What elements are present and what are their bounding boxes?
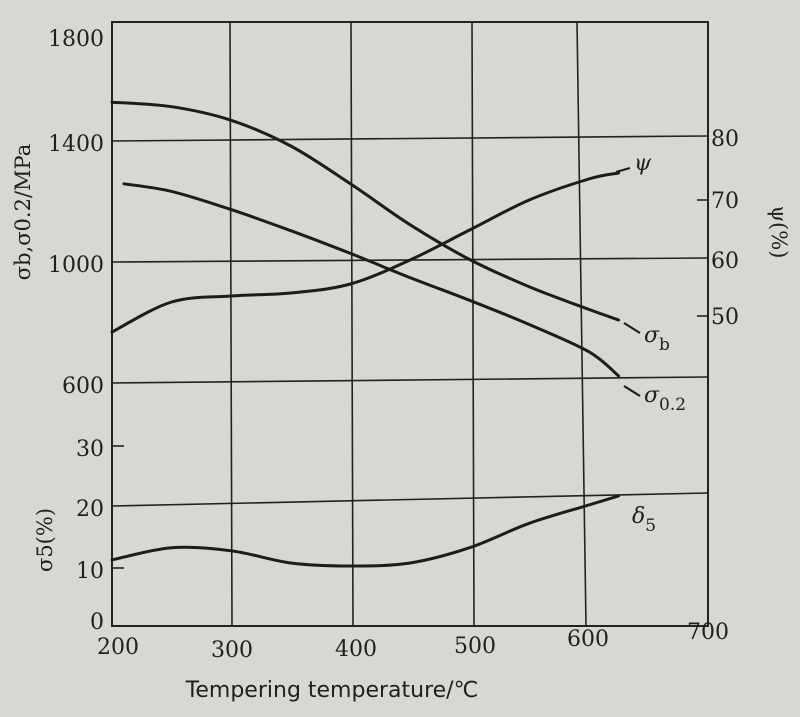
leader-sigma-0.2 [623, 385, 641, 397]
tick-label-psi-60: 60 [711, 249, 739, 274]
series-lines [110, 100, 621, 568]
tick-label-x-500: 500 [454, 634, 496, 659]
tick-label-x-300: 300 [211, 638, 253, 663]
tick-label-1800: 1800 [48, 27, 104, 52]
strength-axis-title: σb,σ0.2/MPa [11, 144, 35, 280]
curve-label-psi: ψ [634, 151, 652, 176]
tick-label-x-400: 400 [335, 637, 377, 662]
tick-label-x-200: 200 [97, 635, 139, 660]
gridline-h-20 [111, 492, 709, 507]
gridline-h-1400 [111, 135, 709, 142]
delta-axis-title: σ5(%) [33, 508, 57, 572]
curve-label-delta-5: δ5 [632, 504, 656, 536]
curve-label-sigma-0.2-sub: 0.2 [659, 395, 686, 415]
curve-label-sigma-b-sub: b [659, 335, 670, 355]
plot-frame [111, 21, 709, 627]
series-line-delta-5 [110, 494, 621, 568]
series-line-sigma-0.2 [122, 182, 621, 378]
curve-label-sigma-0.2: σ0.2 [644, 383, 686, 415]
gridline-v-300 [229, 21, 233, 627]
tick-label-30: 30 [76, 437, 104, 462]
curve-label-sigma-b-main: σ [644, 323, 660, 348]
tick-label-psi-70: 70 [711, 189, 739, 214]
curve-label-sigma-b: σb [644, 323, 670, 355]
tick-label-psi-50: 50 [711, 305, 739, 330]
gridline-v-400 [350, 21, 354, 627]
tick-label-1000: 1000 [48, 253, 104, 278]
grid [111, 21, 709, 627]
curve-label-delta-main: δ [632, 504, 645, 529]
tick-label-x-600: 600 [567, 627, 609, 652]
tick-label-600: 600 [62, 374, 104, 399]
tick-label-1400: 1400 [48, 132, 104, 157]
series-line-psi [110, 171, 621, 334]
series-line-sigma-b [110, 100, 621, 322]
gridline-h-600 [111, 376, 709, 384]
tick-label-0: 0 [90, 610, 104, 635]
x-axis-title: Tempering temperature/℃ [185, 678, 479, 703]
tick-marks [112, 199, 708, 569]
tick-label-x-700: 700 [687, 620, 729, 645]
tick-label-psi-80: 80 [711, 127, 739, 152]
tick-label-20: 20 [76, 497, 104, 522]
psi-axis-title: ψ(%) [767, 206, 791, 259]
curve-label-sigma-0.2-main: σ [644, 383, 660, 408]
gridline-v-500 [471, 21, 475, 627]
leader-sigma-b [623, 322, 641, 334]
curve-label-leaders [615, 166, 641, 397]
leader-psi [615, 166, 631, 174]
curve-label-delta-sub: 5 [645, 516, 656, 536]
tick-label-10: 10 [76, 559, 104, 584]
gridline-v-600 [576, 21, 587, 627]
